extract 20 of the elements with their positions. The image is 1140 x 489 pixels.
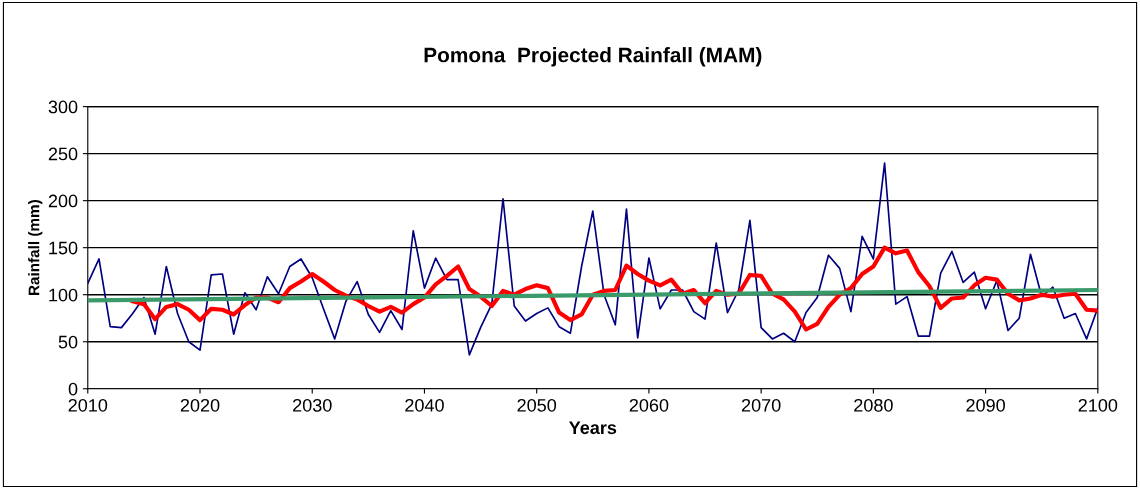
y-tick-label: 100 — [49, 288, 78, 302]
x-tick-label: 2080 — [854, 398, 893, 412]
x-tick-label: 2010 — [68, 398, 108, 412]
x-tick-label: 2030 — [293, 398, 332, 412]
y-tick-label: 300 — [48, 100, 78, 114]
chart-title: Pomona Projected Rainfall (MAM) — [424, 47, 762, 67]
x-tick-label: 2050 — [517, 398, 557, 412]
y-axis-title: Rainfall (mm) — [28, 200, 43, 296]
y-tick-label: 150 — [49, 241, 78, 255]
y-tick-label: 0 — [68, 382, 78, 396]
y-tick-label: 200 — [48, 194, 78, 208]
x-tick-label: 2100 — [1078, 398, 1118, 412]
x-tick-label: 2090 — [966, 398, 1005, 412]
x-tick-label: 2020 — [180, 398, 220, 412]
y-tick-label: 250 — [48, 147, 78, 161]
y-tick-label: 50 — [58, 335, 78, 349]
x-tick-label: 2040 — [405, 398, 444, 412]
x-tick-label: 2060 — [629, 398, 669, 412]
x-axis-title: Years — [569, 421, 617, 435]
x-tick-label: 2070 — [741, 398, 781, 412]
